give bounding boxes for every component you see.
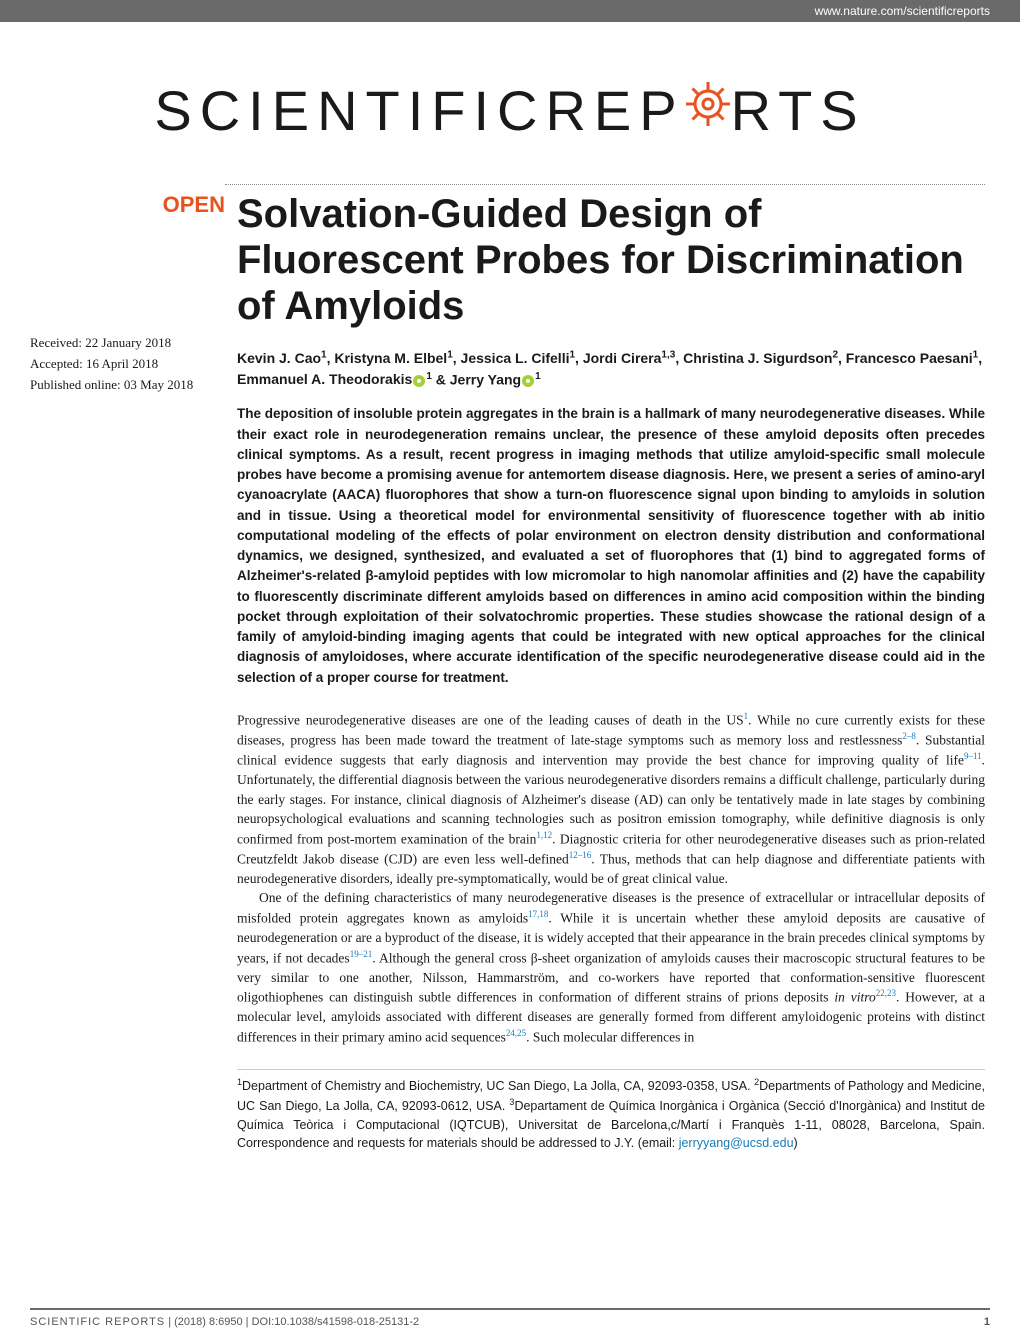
gear-icon [681,77,735,144]
content-area: OPEN Received: 22 January 2018 Accepted:… [0,184,1020,1153]
ref-link[interactable]: 24,25 [506,1028,526,1038]
footer-citation: SCIENTIFIC REPORTS | (2018) 8:6950 | DOI… [30,1316,419,1328]
article-title: Solvation-Guided Design of Fluorescent P… [237,191,985,329]
journal-logo: SCIENTIFIC REP RTS [0,77,1020,144]
publication-dates: Received: 22 January 2018 Accepted: 16 A… [30,333,225,395]
authors-and: & Jerry Yang [432,371,521,387]
main-content: Solvation-Guided Design of Fluorescent P… [225,184,985,1153]
logo-text-3: RTS [731,78,866,143]
sidebar: OPEN Received: 22 January 2018 Accepted:… [30,184,225,1153]
body-text: Progressive neurodegenerative diseases a… [237,710,985,1047]
author-sup-yang: 1 [535,371,541,382]
journal-name: SCIENTIFIC REPORTS [30,1316,165,1328]
abstract: The deposition of insoluble protein aggr… [237,404,985,688]
journal-url[interactable]: www.nature.com/scientificreports [815,4,990,18]
header-bar: www.nature.com/scientificreports [0,0,1020,22]
ref-link[interactable]: 22,23 [876,988,896,998]
ref-link[interactable]: 12–16 [569,850,592,860]
orcid-icon[interactable] [522,375,534,387]
authors-list: Kevin J. Cao1, Kristyna M. Elbel1, Jessi… [237,347,985,390]
citation-text: | (2018) 8:6950 | DOI:10.1038/s41598-018… [165,1316,419,1328]
paragraph-1: Progressive neurodegenerative diseases a… [237,710,985,889]
orcid-icon[interactable] [413,375,425,387]
corresponding-email[interactable]: jerryyang@ucsd.edu [679,1136,794,1150]
open-access-badge: OPEN [30,192,225,218]
received-date: Received: 22 January 2018 [30,333,225,354]
affiliations: 1Department of Chemistry and Biochemistr… [237,1069,985,1153]
ref-link[interactable]: 2–8 [902,731,916,741]
authors-part1: Kevin J. Cao1, Kristyna M. Elbel1, Jessi… [237,350,982,388]
logo-text-2: REP [545,78,684,143]
accepted-date: Accepted: 16 April 2018 [30,354,225,375]
paragraph-2: One of the defining characteristics of m… [237,888,985,1047]
ref-link[interactable]: 9–11 [964,751,982,761]
page-number: 1 [984,1316,990,1328]
ref-link[interactable]: 1,12 [536,830,552,840]
ref-link[interactable]: 19–21 [350,949,373,959]
published-date: Published online: 03 May 2018 [30,375,225,396]
logo-text-1: SCIENTIFIC [154,78,545,143]
page-footer: SCIENTIFIC REPORTS | (2018) 8:6950 | DOI… [30,1308,990,1328]
ref-link[interactable]: 17,18 [528,909,548,919]
